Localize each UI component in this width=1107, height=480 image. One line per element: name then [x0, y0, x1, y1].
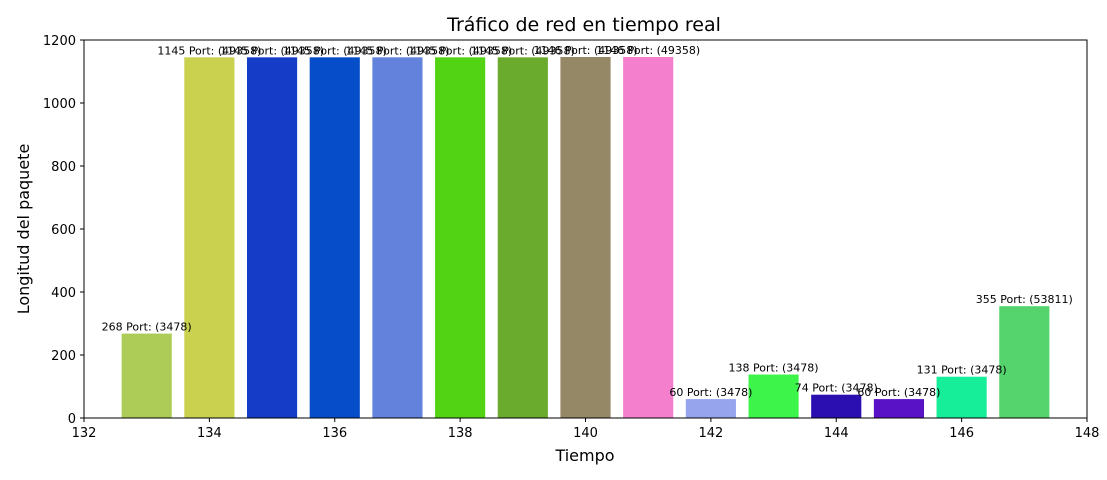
data-label-1: 1145 Port: (49358): [157, 44, 261, 57]
data-label-4: 1145 Port: (49358): [345, 44, 449, 57]
bar-14: [999, 306, 1050, 418]
bar-2: [246, 57, 298, 418]
bar-6: [497, 57, 548, 418]
chart-title: Tráfico de red en tiempo real: [446, 14, 721, 36]
bar-13: [936, 376, 987, 418]
y-tick-label-6: 1200: [43, 34, 76, 49]
x-axis-title: Tiempo: [554, 446, 614, 465]
y-tick-label-3: 600: [51, 223, 76, 238]
bar-1: [184, 57, 235, 418]
data-label-14: 355 Port: (53811): [976, 293, 1073, 306]
x-tick-label-8: 148: [1075, 426, 1100, 441]
bar-7: [560, 57, 611, 418]
bar-9: [685, 399, 736, 418]
x-tick-label-5: 142: [698, 426, 723, 441]
data-label-9: 60 Port: (3478): [669, 386, 752, 399]
bar-10: [748, 374, 799, 418]
x-tick-label-3: 138: [448, 426, 473, 441]
y-tick-label-0: 0: [68, 412, 76, 427]
data-label-3: 1145 Port: (49358): [283, 44, 387, 57]
y-tick-label-4: 800: [51, 160, 76, 175]
x-tick-label-0: 132: [72, 426, 97, 441]
bar-8: [623, 57, 674, 418]
bar-11: [811, 394, 862, 418]
data-label-2: 1145 Port: (49358): [220, 44, 324, 57]
bar-4: [372, 57, 423, 418]
data-label-12: 60 Port: (3478): [857, 386, 940, 399]
x-tick-label-2: 136: [322, 426, 347, 441]
data-label-6: 1145 Port: (49358): [471, 44, 575, 57]
data-label-5: 1145 Port: (49358): [408, 44, 512, 57]
x-tick-label-1: 134: [197, 426, 222, 441]
data-label-0: 268 Port: (3478): [102, 321, 192, 334]
plot-area: 268 Port: (3478)1145 Port: (49358)1145 P…: [43, 34, 1100, 441]
data-label-10: 138 Port: (3478): [729, 362, 819, 375]
data-label-7: 1146 Port: (49358): [533, 44, 637, 57]
y-tick-label-1: 200: [51, 349, 76, 364]
data-label-13: 131 Port: (3478): [917, 364, 1007, 377]
bar-0: [121, 333, 172, 418]
x-tick-label-4: 140: [573, 426, 598, 441]
bar-3: [309, 57, 360, 418]
y-tick-label-5: 1000: [43, 97, 76, 112]
y-tick-label-2: 400: [51, 286, 76, 301]
data-label-8: 1146 Port: (49358): [596, 44, 700, 57]
data-label-11: 74 Port: (3478): [795, 382, 878, 395]
bar-5: [435, 57, 486, 418]
x-tick-label-6: 144: [824, 426, 849, 441]
bar-12: [873, 399, 925, 418]
y-axis-title: Longitud del paquete: [14, 144, 33, 315]
x-tick-label-7: 146: [949, 426, 974, 441]
